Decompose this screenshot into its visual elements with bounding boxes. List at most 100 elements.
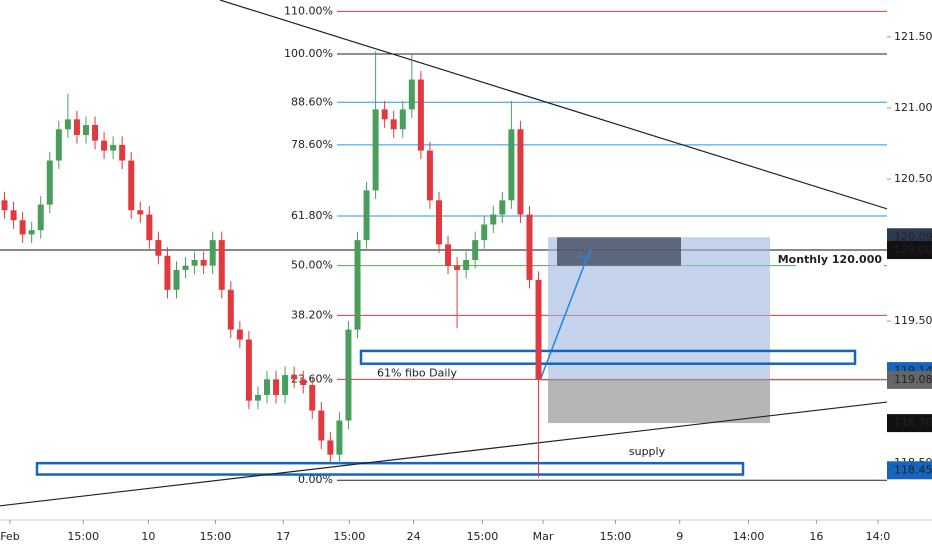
candle-body <box>137 210 144 215</box>
y-tick-label: 121.500 <box>894 30 932 43</box>
candle-body <box>119 144 126 161</box>
fib-label: 50.00% <box>291 259 333 272</box>
price-badge-label: 118.782 <box>894 416 932 429</box>
candle-body <box>300 379 307 386</box>
x-tick-label: 14:0 <box>866 530 891 543</box>
candle-body <box>336 420 343 455</box>
x-tick-label: 15:00 <box>67 530 99 543</box>
fib-label: 61.80% <box>291 209 333 222</box>
x-tick-label: 16 <box>809 530 823 543</box>
candle-body <box>508 129 515 201</box>
candle-body <box>164 255 171 290</box>
x-tick-label: 15:00 <box>467 530 499 543</box>
x-tick-label: 9 <box>676 530 683 543</box>
candle-body <box>155 240 162 256</box>
candle-body <box>445 244 452 266</box>
fib-label: 38.20% <box>291 308 333 321</box>
candle-body <box>28 230 35 235</box>
x-tick-label: 17 <box>276 530 290 543</box>
monthly-label: Monthly 120.000 <box>778 253 883 266</box>
arrow <box>540 257 588 379</box>
candle-body <box>399 109 406 130</box>
candle-body <box>227 289 234 330</box>
candle-body <box>236 329 243 340</box>
trendline <box>219 0 887 210</box>
candle-body <box>490 214 497 225</box>
candle-body <box>318 410 325 441</box>
y-tick-label: 121.000 <box>894 101 932 114</box>
fib-label: 88.60% <box>291 95 333 108</box>
y-tick-label: 119.500 <box>894 314 932 327</box>
candle-body <box>173 269 180 290</box>
candle-body <box>37 204 44 231</box>
stop-box <box>548 379 770 424</box>
candle-body <box>101 140 108 151</box>
arrow-head <box>578 248 592 260</box>
candle-body <box>381 109 388 120</box>
candle-body <box>209 240 216 266</box>
candle-body <box>390 119 397 130</box>
zone-label: 61% fibo Daily <box>377 367 457 380</box>
candle-body <box>372 109 379 191</box>
fib-label: 78.60% <box>291 138 333 151</box>
fib-label: 0.00% <box>298 473 333 486</box>
candle-body <box>472 240 479 260</box>
plot: 110.00% 100.00% 88.60% 78.60% 61.80% 50.00% 38… <box>0 0 887 507</box>
price-badge <box>887 241 932 260</box>
candle-body <box>73 119 80 135</box>
candle-body <box>264 379 271 395</box>
candle-body <box>273 379 280 395</box>
price-badge <box>887 414 932 433</box>
price-badge-label: 120.090 <box>894 230 932 243</box>
candle-body <box>55 129 62 161</box>
x-tick-label: 10 <box>141 530 155 543</box>
candle-body <box>291 375 298 380</box>
price-badge <box>887 461 932 480</box>
candle-body <box>92 125 99 141</box>
candle-body <box>435 200 442 245</box>
candle-body <box>327 440 334 455</box>
zone-label: supply <box>629 445 666 458</box>
candle-body <box>1 200 8 211</box>
target-zone <box>557 237 681 266</box>
candle-body <box>254 394 261 401</box>
candle-body <box>526 214 533 280</box>
fib-label: 110.00% <box>284 4 333 17</box>
candle-body <box>481 224 488 241</box>
x-tick-label: Feb <box>0 530 19 543</box>
candle-body <box>363 190 370 241</box>
y-tick-label: 120.500 <box>894 172 932 185</box>
zone <box>359 349 857 365</box>
trendline <box>0 401 887 507</box>
x-tick-label: Mar <box>533 530 554 543</box>
zone <box>35 461 745 476</box>
candle-body <box>354 240 361 330</box>
candle-body <box>128 160 135 211</box>
x-tick-label: 15:00 <box>600 530 632 543</box>
candle-body <box>10 210 17 221</box>
candle-body <box>146 214 153 241</box>
candle-body <box>218 240 225 290</box>
price-badge-label: 119.086 <box>894 373 932 386</box>
candle-body <box>535 279 542 380</box>
candle-body <box>499 200 506 215</box>
candle-body <box>82 125 89 135</box>
candle-body <box>426 150 433 201</box>
candle-body <box>517 129 524 215</box>
candle-body <box>454 265 461 270</box>
price-badge-label: 120.000 <box>894 243 932 256</box>
x-tick-label: 15:00 <box>334 530 366 543</box>
candle-body <box>46 160 53 205</box>
candle-body <box>64 119 71 130</box>
x-tick-label: 14:00 <box>733 530 765 543</box>
candle-body <box>282 375 289 395</box>
x-tick-label: 24 <box>407 530 421 543</box>
candle-body <box>110 144 117 151</box>
candle-body <box>245 339 252 401</box>
candle-body <box>191 260 198 266</box>
candle-body <box>345 329 352 421</box>
candle-body <box>182 265 189 270</box>
candle-body <box>200 260 207 266</box>
x-tick-label: 15:00 <box>200 530 232 543</box>
